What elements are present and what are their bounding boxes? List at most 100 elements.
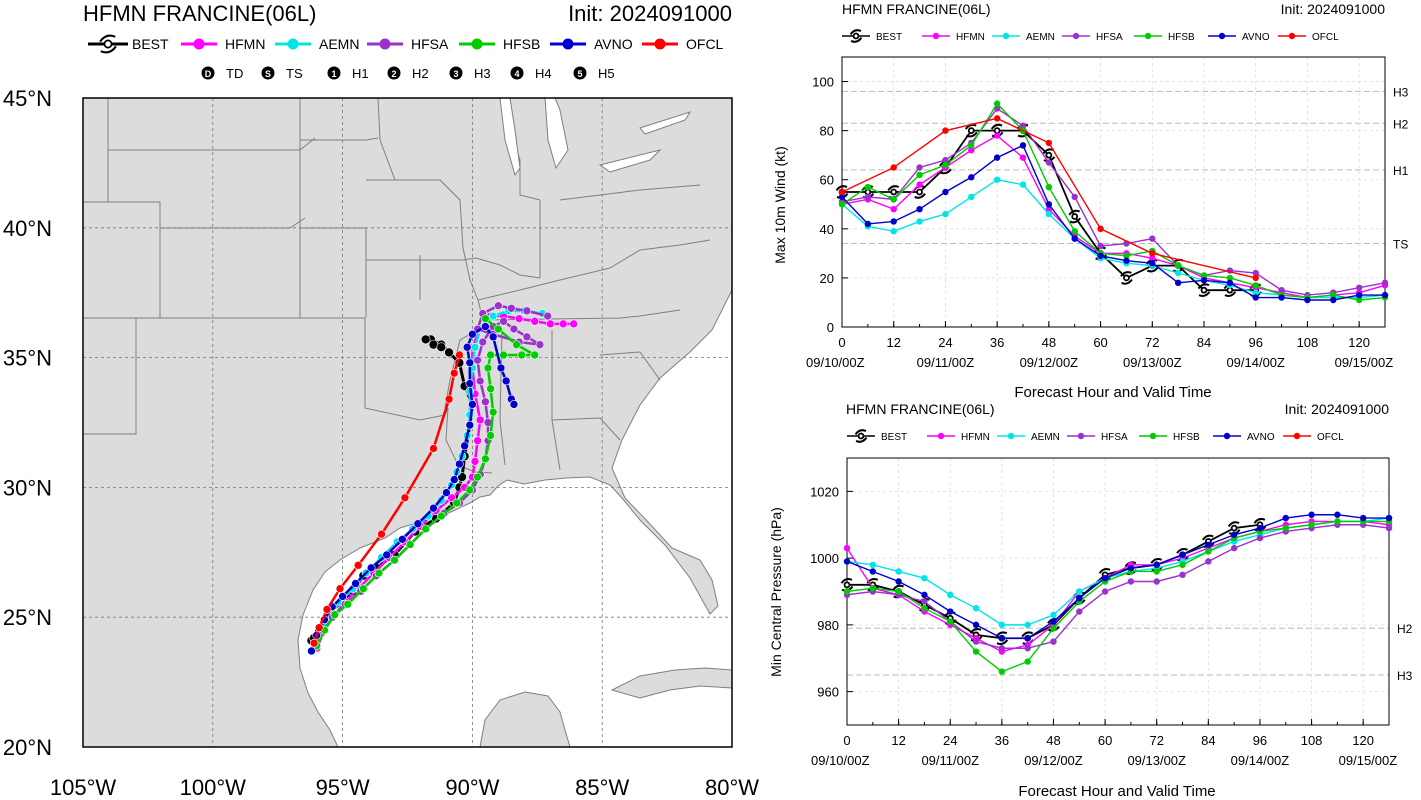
pressure-init: Init: 2024091000 <box>1285 401 1390 417</box>
wind-point-hfsb <box>1045 183 1053 191</box>
map-lon-label: 95°W <box>316 775 370 800</box>
map-frame <box>82 97 733 748</box>
intensity-symbol-letter-h5: 5 <box>577 69 582 79</box>
map-legend-label-best: BEST <box>132 36 169 52</box>
wind-ytick-label: 100 <box>812 75 834 90</box>
map-gridlines <box>83 98 732 747</box>
wind-point-avno <box>1330 296 1337 304</box>
track-point-hfsb <box>494 324 503 334</box>
wind-legend-marker-aemn <box>1002 32 1010 40</box>
pres-point-hfsa <box>1256 534 1264 542</box>
wind-point-hfsb <box>1174 262 1182 269</box>
wind-legend-best-icon <box>849 29 863 43</box>
pres-point-best-arm-bottom <box>996 639 1009 645</box>
track-point-hfsa <box>507 303 516 313</box>
map-lat-label: 30°N <box>3 475 52 500</box>
wind-point-avno <box>1304 296 1311 304</box>
wind-panel: HFMN FRANCINE(06L) Init: 2024091000 BEST… <box>772 1 1409 401</box>
track-point-ofcl <box>377 529 386 539</box>
track-point-hfsa <box>535 340 545 349</box>
wind-point-avno <box>1200 277 1208 284</box>
wind-point-best-eye <box>1045 151 1053 159</box>
track-point-hfsa <box>522 332 532 342</box>
wind-point-ofcl <box>942 127 949 134</box>
map-legend-label-hfmn: HFMN <box>225 36 265 52</box>
track-point-avno <box>496 363 506 373</box>
wind-point-hfsa <box>1019 122 1027 129</box>
wind-point-avno <box>1226 279 1234 287</box>
intensity-symbol-letter-ts: S <box>265 69 271 79</box>
track-point-hfsb <box>343 599 353 609</box>
pres-point-hfsa <box>1127 578 1135 585</box>
track-point-hfsa <box>478 337 488 347</box>
pres-point-best-arm-top <box>969 628 982 634</box>
wind-xtick-label: 108 <box>1297 335 1319 350</box>
wind-point-avno <box>993 154 1001 161</box>
pres-point-best-eye <box>1230 524 1238 532</box>
track-point-avno <box>338 592 347 601</box>
wind-point-hfsa <box>864 193 872 201</box>
pres-point-aemn <box>1076 588 1083 595</box>
wind-ylabel: Max 10m Wind (kt) <box>772 146 788 263</box>
wind-legend-label-hfsa: HFSA <box>1096 32 1123 43</box>
intensity-symbol-h3 <box>449 66 463 80</box>
map-axis-labels: 45°N 40°N 35°N 30°N 25°N 20°N 105°W 100°W 95°W 90… <box>3 86 759 800</box>
track-point-aemn <box>470 342 480 352</box>
map-legend-label-ofcl: OFCL <box>686 36 724 52</box>
wind-chart: TS H1 H2 H3 0 12 24 36 48 60 72 84 96 108 120 0 20 40 60 80… <box>806 56 1409 370</box>
track-point-hfsb <box>359 584 368 593</box>
pres-point-hfsa <box>1385 524 1393 532</box>
intensity-symbol-letter-h2: 2 <box>391 69 396 79</box>
wind-point-hfsb <box>1071 228 1078 235</box>
pres-point-hfsb <box>921 604 928 612</box>
wind-legend-label-avno: AVNO <box>1242 32 1270 43</box>
pres-point-avno <box>972 621 980 629</box>
pres-series-line-avno <box>846 514 1389 639</box>
wind-threshold-label-h3: H3 <box>1393 85 1409 99</box>
wind-date-label: 09/11/00Z <box>917 355 975 370</box>
intensity-symbol-letter-h4: 4 <box>514 69 519 79</box>
pres-point-hfsb <box>1282 524 1289 532</box>
pres-point-best-arm-top <box>1021 631 1034 638</box>
track-point-hfsb <box>330 610 340 619</box>
pres-point-avno <box>1256 524 1264 532</box>
pres-legend-marker-hfmn <box>937 432 945 440</box>
pres-point-hfsb <box>1308 521 1315 528</box>
track-point-hfsb <box>488 407 498 417</box>
pres-series-line-hfsb <box>846 520 1389 673</box>
track-point-ofcl <box>322 605 332 614</box>
wind-point-hfmn <box>1045 205 1053 213</box>
wind-point-best-arm-top <box>835 185 848 191</box>
wind-point-avno <box>968 174 975 181</box>
wind-series-line-hfsa <box>841 107 1386 296</box>
track-point-hfmn <box>569 319 578 329</box>
map-init: Init: 2024091000 <box>568 1 732 26</box>
wind-point-hfsa <box>1097 242 1104 250</box>
map-legend-best-icon-arm-bottom <box>100 45 117 54</box>
pres-ytick-label: 980 <box>817 618 839 633</box>
track-point-avno <box>509 400 519 409</box>
wind-point-avno <box>1097 252 1104 260</box>
wind-xtick-label: 12 <box>886 335 900 350</box>
pres-point-hfsa <box>921 598 928 605</box>
wind-point-hfsa <box>1278 286 1285 294</box>
track-point-hfsb <box>405 540 415 549</box>
wind-legend-marker-ofcl <box>1288 32 1296 40</box>
intensity-symbol-td <box>201 66 215 80</box>
wind-point-aemn <box>916 218 923 225</box>
pres-point-hfsa <box>1024 645 1031 652</box>
pres-date-label: 09/14/00Z <box>1231 753 1290 768</box>
intensity-symbol-ts <box>261 66 275 80</box>
map-legend-label-hfsb: HFSB <box>503 36 540 52</box>
intensity-legend-label-h2: H2 <box>412 66 429 81</box>
pres-point-avno <box>1359 514 1367 522</box>
track-point-avno <box>465 420 475 430</box>
wind-date-label: 09/14/00Z <box>1226 355 1285 370</box>
intensity-symbol-h2 <box>387 66 401 80</box>
wind-point-best-eye <box>1123 274 1130 282</box>
wind-point-hfsb <box>993 100 1001 107</box>
pres-date-label: 09/11/00Z <box>921 753 979 768</box>
wind-point-hfsb <box>864 183 872 191</box>
wind-ytick-label: 80 <box>820 124 834 139</box>
wind-point-hfsb <box>1252 282 1259 289</box>
